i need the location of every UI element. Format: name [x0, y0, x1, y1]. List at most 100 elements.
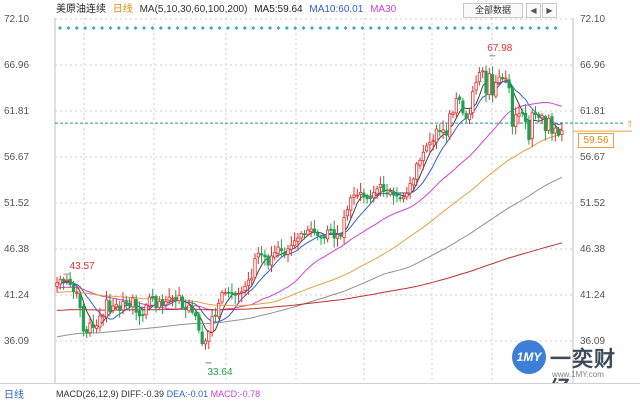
candle [151, 288, 155, 302]
candle [537, 111, 541, 123]
candle [514, 107, 518, 135]
candle [256, 247, 260, 264]
candle [325, 225, 330, 243]
candle [121, 292, 125, 315]
ma-params[interactable]: MA(5,10,30,60,100,200) [139, 4, 248, 15]
event-marker [402, 26, 407, 30]
candle [68, 272, 72, 287]
candle [421, 145, 425, 171]
candle [190, 300, 194, 315]
candle [223, 288, 227, 296]
last-price-tag: 59.56 [578, 133, 614, 148]
event-marker [209, 26, 214, 30]
event-marker [66, 26, 71, 30]
event-marker [108, 26, 113, 30]
candle [418, 157, 422, 170]
candle [101, 313, 105, 326]
event-marker [444, 26, 449, 30]
event-marker [343, 26, 348, 30]
candle [494, 74, 498, 99]
candle [131, 294, 135, 315]
candle [339, 232, 343, 240]
candle [127, 297, 132, 312]
event-marker [74, 26, 79, 30]
candle [95, 319, 99, 333]
candle [378, 176, 383, 197]
bottom-period-button[interactable]: 日线 [4, 390, 24, 401]
candle [118, 300, 122, 318]
event-marker [200, 26, 205, 30]
macd-value: MACD:-0.78 [210, 389, 261, 399]
candle [550, 112, 554, 142]
candle [504, 70, 508, 84]
y-tick-label-right: 41.24 [580, 290, 605, 301]
symbol-name: 美原油连续 [56, 4, 106, 15]
prev-arrow-icon[interactable]: ◀ [526, 3, 541, 18]
candle [540, 113, 544, 124]
event-marker [259, 26, 264, 30]
candle [355, 188, 359, 199]
candle [553, 123, 557, 142]
candle [236, 287, 241, 304]
candle [157, 296, 161, 311]
event-marker [242, 26, 247, 30]
candle [411, 177, 416, 191]
candle [108, 294, 112, 317]
ma100-line [56, 176, 563, 338]
candle [457, 94, 462, 105]
candle [250, 268, 254, 287]
event-marker [394, 26, 398, 30]
candle [299, 231, 303, 241]
candle [217, 298, 221, 320]
candle [471, 85, 475, 119]
candle [487, 67, 491, 100]
all-data-button[interactable]: 全部数据 [463, 3, 523, 18]
candle [263, 249, 267, 266]
next-arrow-icon[interactable]: ▶ [542, 3, 557, 18]
candle [273, 245, 277, 261]
candle [431, 134, 435, 151]
event-marker [452, 26, 457, 30]
candle [302, 229, 307, 240]
candle [184, 299, 188, 319]
price-annotations: 43.57 33.64 67.98 [63, 43, 513, 378]
period-selector[interactable]: 日线 [112, 4, 133, 15]
grid [54, 18, 574, 383]
candle [332, 220, 336, 248]
candle [398, 192, 402, 202]
candle [385, 184, 389, 198]
candle [104, 290, 109, 323]
candle [477, 67, 482, 86]
candle [154, 294, 158, 313]
event-marker [528, 26, 533, 30]
candle [233, 291, 237, 305]
event-marker [385, 26, 390, 30]
candle [207, 330, 211, 350]
candle [174, 290, 178, 309]
candle [461, 98, 465, 116]
y-tick-label-left: 61.81 [4, 106, 29, 117]
candle [391, 187, 396, 205]
y-tick-label-left: 41.24 [4, 290, 29, 301]
candle [193, 309, 198, 321]
y-tick-label-left: 56.67 [4, 152, 29, 163]
y-tick-label-left: 51.52 [4, 198, 29, 209]
y-tick-label-left: 46.38 [4, 244, 29, 255]
event-marker [360, 26, 365, 30]
current-price-line: ⇑ [55, 119, 634, 132]
candle [500, 73, 505, 81]
event-marker [494, 26, 499, 30]
candle [243, 281, 247, 297]
candle [533, 106, 538, 120]
event-marker [335, 26, 340, 30]
y-tick-label-right: 36.09 [580, 336, 605, 347]
candle [200, 325, 204, 347]
event-marker [553, 26, 558, 30]
candle [530, 109, 534, 147]
event-marker [217, 26, 222, 30]
event-markers [58, 26, 558, 30]
candle [55, 277, 59, 293]
candle [213, 307, 217, 323]
event-marker [301, 26, 306, 30]
